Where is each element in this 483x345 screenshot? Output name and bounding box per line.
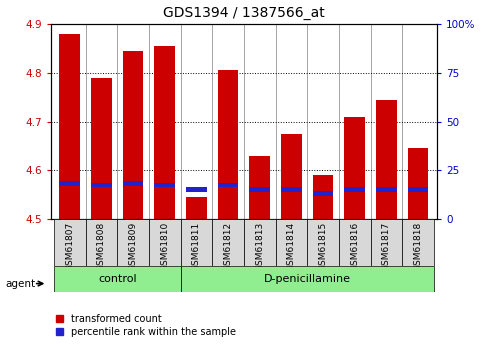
Text: GSM61815: GSM61815 [319, 221, 327, 271]
Bar [276, 219, 307, 266]
Text: GSM61808: GSM61808 [97, 221, 106, 271]
Bar [344, 187, 365, 192]
Bar [408, 187, 428, 192]
Bar [85, 219, 117, 266]
Text: GSM61810: GSM61810 [160, 221, 169, 271]
Text: GSM61812: GSM61812 [224, 221, 233, 270]
Bar [376, 187, 397, 192]
Bar [313, 191, 333, 196]
Bar [59, 181, 80, 186]
Bar [281, 187, 302, 192]
Bar [186, 187, 207, 192]
Bar [186, 197, 207, 219]
Text: GSM61816: GSM61816 [350, 221, 359, 271]
Bar [54, 266, 181, 292]
Legend: transformed count, percentile rank within the sample: transformed count, percentile rank withi… [56, 314, 236, 337]
Bar [212, 219, 244, 266]
Bar [249, 187, 270, 192]
Bar [218, 70, 239, 219]
Bar [249, 156, 270, 219]
Bar [181, 266, 434, 292]
Bar [339, 219, 370, 266]
Bar [155, 46, 175, 219]
Bar [344, 117, 365, 219]
Bar [307, 219, 339, 266]
Bar [218, 183, 239, 187]
Bar [313, 175, 333, 219]
Text: GSM61807: GSM61807 [65, 221, 74, 271]
Bar [149, 219, 181, 266]
Bar [376, 100, 397, 219]
Bar [181, 219, 212, 266]
Bar [408, 148, 428, 219]
Text: GSM61814: GSM61814 [287, 221, 296, 270]
Title: GDS1394 / 1387566_at: GDS1394 / 1387566_at [163, 6, 325, 20]
Bar [91, 78, 112, 219]
Bar [244, 219, 276, 266]
Bar [117, 219, 149, 266]
Bar [123, 181, 143, 186]
Text: GSM61809: GSM61809 [128, 221, 138, 271]
Bar [370, 219, 402, 266]
Text: GSM61813: GSM61813 [255, 221, 264, 271]
Bar [59, 34, 80, 219]
Text: GSM61817: GSM61817 [382, 221, 391, 271]
Bar [54, 219, 85, 266]
Text: GSM61811: GSM61811 [192, 221, 201, 271]
Text: agent: agent [6, 279, 36, 288]
Bar [155, 183, 175, 187]
Text: control: control [98, 274, 137, 284]
Bar [123, 51, 143, 219]
Bar [281, 134, 302, 219]
Text: GSM61818: GSM61818 [413, 221, 423, 271]
Text: D-penicillamine: D-penicillamine [264, 274, 351, 284]
Bar [402, 219, 434, 266]
Bar [91, 183, 112, 187]
